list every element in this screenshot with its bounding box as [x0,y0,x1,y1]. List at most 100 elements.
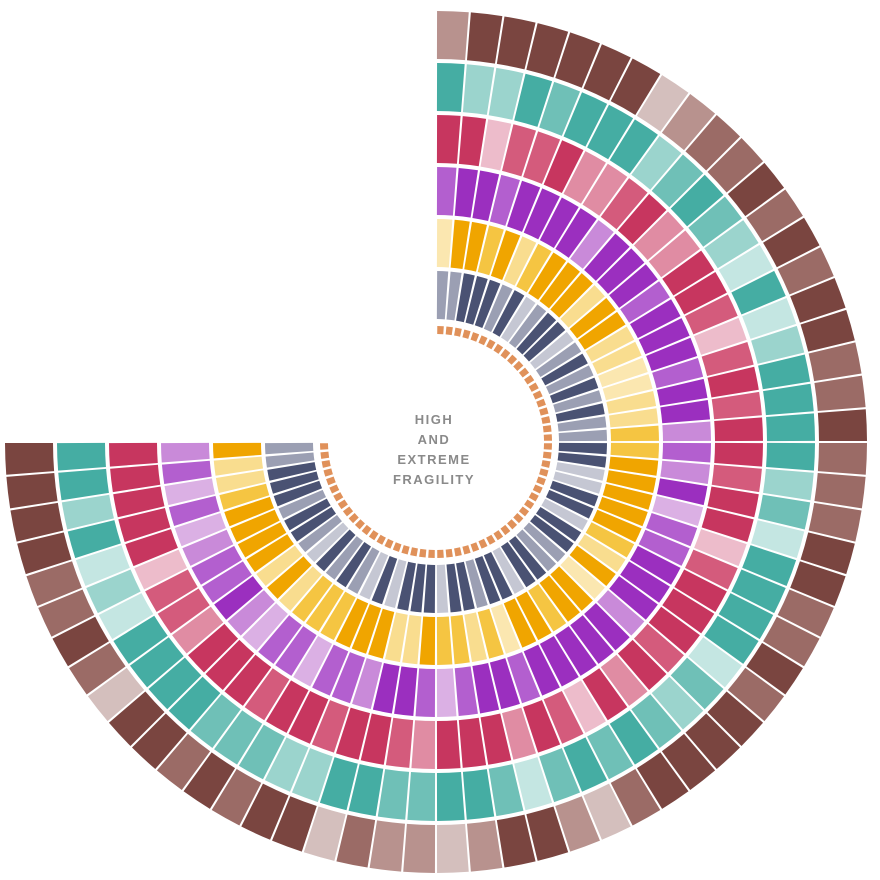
inner-track-segment-7 [486,339,496,350]
inner-track-segment-60 [320,443,329,450]
segment-ring-1-34 [492,547,525,594]
segment-ring-6-54 [52,616,109,667]
segment-ring-3-52 [214,576,263,620]
segment-ring-4-47 [266,680,309,733]
segment-ring-3-18 [656,378,708,406]
segment-ring-2-20 [610,425,659,442]
segment-ring-5-5 [539,81,581,136]
segment-ring-2-15 [592,341,642,375]
inner-track-segment-38 [454,547,462,557]
segment-ring-2-44 [368,608,395,659]
inner-track-segment-35 [478,538,488,549]
segment-ring-6-2 [466,12,503,64]
segment-ring-5-49 [190,694,241,748]
segment-ring-5-6 [563,92,608,147]
segment-ring-4-43 [360,713,392,765]
segment-ring-5-30 [670,657,724,710]
segment-ring-5-38 [488,764,524,817]
segment-ring-3-44 [352,658,383,710]
segment-ring-6-29 [727,667,785,722]
segment-ring-1-17 [553,390,602,413]
segment-ring-1-37 [465,559,488,608]
segment-ring-5-23 [758,494,811,530]
segment-ring-5-60 [57,442,106,471]
segment-ring-4-26 [685,549,738,590]
segment-ring-1-8 [500,296,536,342]
segment-ring-1-9 [508,304,547,348]
segment-ring-2-24 [602,483,653,510]
segment-ring-3-8 [555,208,597,258]
segment-ring-3-30 [597,590,645,636]
segment-ring-5-58 [61,494,114,530]
inner-track-segment-23 [541,460,551,468]
segment-ring-4-60 [109,442,158,467]
segment-ring-3-16 [646,337,698,371]
inner-track-segment-36 [470,542,480,552]
segment-ring-5-8 [609,119,658,174]
segment-ring-4-18 [707,366,759,398]
inner-track-segment-15 [532,390,543,400]
segment-ring-4-22 [711,464,762,493]
segment-ring-3-20 [662,421,711,442]
segment-ring-3-55 [182,529,234,566]
segment-ring-1-46 [359,551,389,600]
segment-ring-2-41 [419,616,436,665]
segment-ring-4-25 [694,529,747,567]
segment-ring-2-10 [550,273,593,318]
segment-ring-5-16 [742,297,797,339]
segment-ring-4-56 [125,529,178,567]
segment-ring-2-11 [560,285,605,328]
inner-track-segment-50 [354,519,365,530]
segment-ring-2-27 [585,522,635,558]
segment-ring-3-32 [570,615,614,664]
segment-ring-6-24 [800,532,855,575]
segment-ring-1-19 [557,416,607,432]
segment-ring-1-7 [492,290,525,337]
inner-track-segment-48 [368,530,379,541]
segment-ring-3-39 [454,666,478,717]
segment-ring-1-5 [474,279,501,329]
segment-ring-1-43 [397,561,416,611]
segment-ring-3-56 [174,513,226,547]
segment-ring-5-45 [291,748,333,803]
segment-ring-5-17 [751,325,805,364]
segment-ring-4-17 [701,341,754,376]
inner-track-segment-16 [536,398,546,408]
segment-ring-2-51 [267,556,312,599]
segment-ring-5-19 [763,383,814,416]
segment-ring-6-27 [763,616,820,667]
inner-track-segment-45 [392,542,402,552]
segment-ring-1-14 [541,353,588,386]
segment-ring-3-50 [242,603,288,651]
segment-ring-4-39 [458,717,487,768]
segment-ring-1-15 [545,365,594,395]
segment-ring-3-51 [227,590,275,636]
segment-ring-5-54 [98,593,154,640]
segment-ring-4-52 [172,606,224,654]
segment-ring-6-40 [436,823,469,873]
segment-ring-1-55 [278,489,327,519]
inner-track-segment-13 [524,374,535,385]
segment-ring-4-32 [600,654,648,706]
segment-ring-2-5 [490,230,521,280]
segment-ring-6-33 [636,752,689,809]
segment-ring-4-20 [714,417,763,442]
segment-ring-4-30 [633,623,684,673]
segment-ring-6-49 [156,733,211,791]
segment-ring-3-22 [660,460,711,484]
segment-ring-5-44 [319,757,358,811]
segment-ring-2-7 [516,243,552,293]
segment-ring-2-12 [569,298,616,339]
segment-ring-6-18 [808,342,862,382]
segment-ring-1-3 [456,273,475,323]
segment-ring-6-56 [26,561,82,606]
segment-ring-2-59 [213,456,264,476]
segment-ring-6-22 [814,472,866,509]
segment-ring-2-19 [608,408,659,428]
segment-ring-1-30 [523,522,566,563]
inner-track-segment-41 [428,549,435,558]
segment-ring-6-41 [403,823,436,873]
segment-ring-2-45 [351,604,382,654]
segment-ring-2-47 [320,591,356,641]
segment-ring-3-9 [570,220,614,269]
